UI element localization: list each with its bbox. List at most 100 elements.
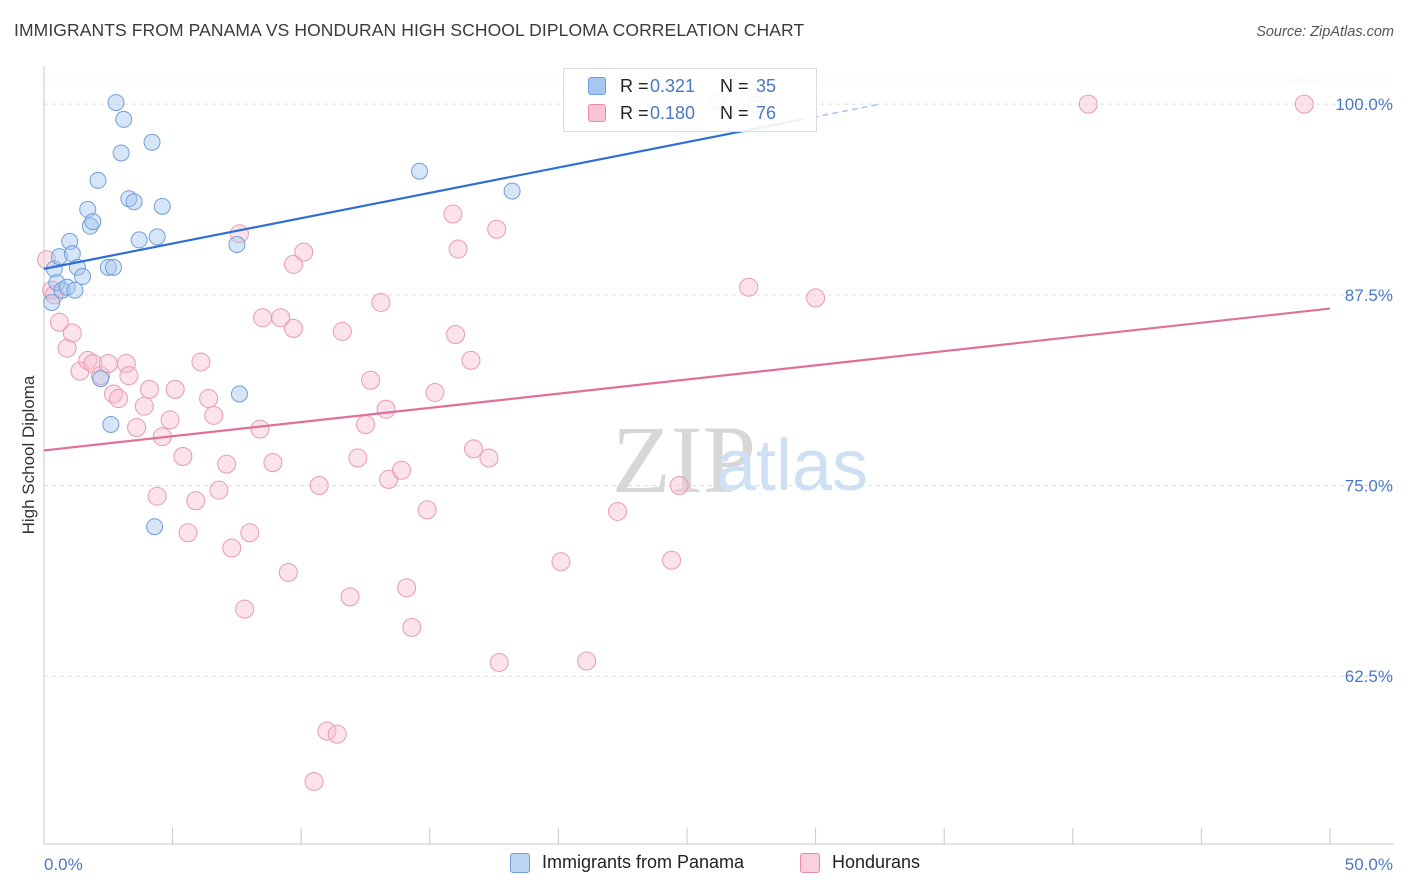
point-honduran bbox=[662, 550, 682, 570]
point-honduran bbox=[669, 476, 689, 496]
point-honduran bbox=[57, 338, 77, 358]
point-honduran bbox=[109, 389, 129, 409]
legend-r-label: R = bbox=[620, 75, 649, 96]
point-honduran bbox=[417, 500, 437, 520]
point-panama bbox=[50, 248, 68, 266]
point-honduran bbox=[348, 448, 368, 468]
point-honduran bbox=[78, 350, 98, 370]
point-honduran bbox=[178, 523, 198, 543]
tick-labels: 62.5% 75.0% 87.5% 100.0% 0.0% 50.0% bbox=[44, 95, 1393, 874]
legend-swatch-honduran bbox=[588, 104, 606, 122]
y-tick-label: 62.5% bbox=[1345, 667, 1393, 686]
point-honduran bbox=[116, 353, 136, 373]
point-panama bbox=[230, 385, 248, 403]
legend-n-value: 35 bbox=[756, 75, 777, 96]
point-honduran bbox=[250, 419, 270, 439]
legend-n-value: 76 bbox=[756, 102, 777, 123]
point-panama bbox=[92, 370, 110, 388]
point-panama bbox=[89, 171, 107, 189]
point-honduran bbox=[127, 418, 147, 438]
point-honduran bbox=[134, 396, 154, 416]
grid-lines bbox=[44, 79, 1394, 677]
point-panama bbox=[107, 94, 125, 112]
point-panama bbox=[503, 182, 521, 200]
trend-line-honduran bbox=[43, 307, 1331, 452]
point-honduran bbox=[397, 578, 417, 598]
axes bbox=[43, 66, 1394, 845]
legend-row-panama: R = 0.321 N = 35 bbox=[588, 74, 776, 98]
point-panama bbox=[411, 162, 429, 180]
point-honduran bbox=[83, 353, 103, 373]
trend-line-panama bbox=[43, 118, 803, 270]
point-honduran bbox=[806, 288, 826, 308]
x-tick-label-min: 0.0% bbox=[44, 855, 83, 874]
point-honduran bbox=[240, 523, 260, 543]
point-honduran bbox=[49, 312, 69, 332]
legend-label-honduran: Hondurans bbox=[832, 852, 921, 872]
point-panama bbox=[102, 415, 120, 433]
point-honduran bbox=[209, 480, 229, 500]
series-legend: Immigrants from Panama Hondurans bbox=[0, 852, 1406, 878]
point-panama bbox=[43, 293, 61, 311]
point-honduran bbox=[98, 353, 118, 373]
legend-row-honduran: R = 0.180 N = 76 bbox=[588, 101, 776, 125]
point-honduran bbox=[253, 308, 273, 328]
point-honduran bbox=[283, 318, 303, 338]
point-honduran bbox=[165, 379, 185, 399]
point-panama bbox=[81, 217, 99, 235]
point-honduran bbox=[119, 366, 139, 386]
point-panama bbox=[99, 258, 117, 276]
point-honduran bbox=[489, 652, 509, 672]
y-tick-label: 87.5% bbox=[1345, 286, 1393, 305]
point-panama bbox=[153, 197, 171, 215]
point-honduran bbox=[487, 219, 507, 239]
point-honduran bbox=[332, 321, 352, 341]
point-honduran bbox=[217, 454, 237, 474]
point-honduran bbox=[443, 204, 463, 224]
watermark-atlas: atlas bbox=[716, 426, 868, 506]
point-panama bbox=[148, 228, 166, 246]
point-honduran bbox=[479, 448, 499, 468]
point-honduran bbox=[147, 486, 167, 506]
point-honduran bbox=[278, 562, 298, 582]
point-honduran bbox=[91, 366, 111, 386]
y-tick-label: 75.0% bbox=[1345, 477, 1393, 496]
legend-n-label: N = bbox=[720, 75, 749, 96]
point-honduran bbox=[379, 469, 399, 489]
point-honduran bbox=[577, 651, 597, 671]
point-panama bbox=[143, 133, 161, 151]
legend-item-panama[interactable]: Immigrants from Panama bbox=[510, 852, 744, 873]
point-honduran bbox=[222, 538, 242, 558]
watermark-zip: ZIP bbox=[612, 406, 756, 513]
point-honduran bbox=[446, 324, 466, 344]
legend-r-value: 0.321 bbox=[650, 75, 696, 96]
point-honduran bbox=[361, 370, 381, 390]
point-panama bbox=[130, 231, 148, 249]
point-honduran bbox=[371, 292, 391, 312]
point-honduran bbox=[139, 379, 159, 399]
point-panama bbox=[104, 258, 122, 276]
point-honduran bbox=[739, 277, 759, 297]
point-honduran bbox=[448, 239, 468, 259]
point-honduran bbox=[199, 389, 219, 409]
point-panama bbox=[66, 281, 84, 299]
point-honduran bbox=[204, 405, 224, 425]
honduran-points bbox=[37, 94, 1314, 791]
chart-title: IMMIGRANTS FROM PANAMA VS HONDURAN HIGH … bbox=[14, 20, 805, 40]
point-honduran bbox=[327, 724, 347, 744]
legend-r-label: R = bbox=[620, 102, 649, 123]
point-honduran bbox=[304, 771, 324, 791]
legend-r-value: 0.180 bbox=[650, 102, 696, 123]
point-honduran bbox=[376, 399, 396, 419]
point-panama bbox=[112, 144, 130, 162]
point-honduran bbox=[186, 491, 206, 511]
point-honduran bbox=[425, 382, 445, 402]
point-panama bbox=[53, 281, 71, 299]
point-honduran bbox=[317, 721, 337, 741]
point-honduran bbox=[62, 323, 82, 343]
point-honduran bbox=[191, 352, 211, 372]
point-honduran bbox=[271, 308, 291, 328]
legend-item-honduran[interactable]: Hondurans bbox=[800, 852, 920, 873]
point-panama bbox=[228, 235, 246, 253]
